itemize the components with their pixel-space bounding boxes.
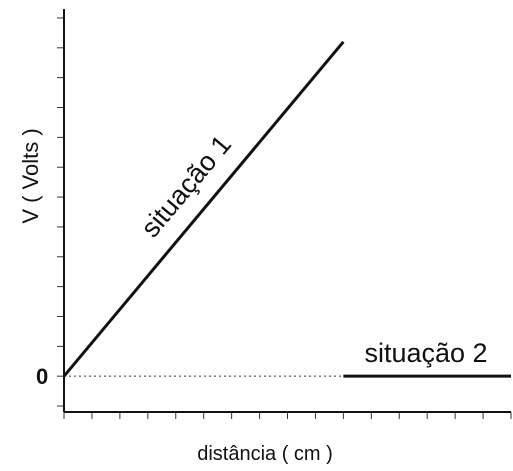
y-tick-label-0: 0	[36, 364, 48, 389]
ticks	[57, 17, 512, 419]
series-label-situacao-2: situação 2	[364, 338, 487, 368]
x-axis-label: distância ( cm )	[197, 443, 333, 465]
y-axis-label: V ( Volts )	[18, 128, 43, 223]
series-line-situacao-1	[62, 40, 345, 378]
